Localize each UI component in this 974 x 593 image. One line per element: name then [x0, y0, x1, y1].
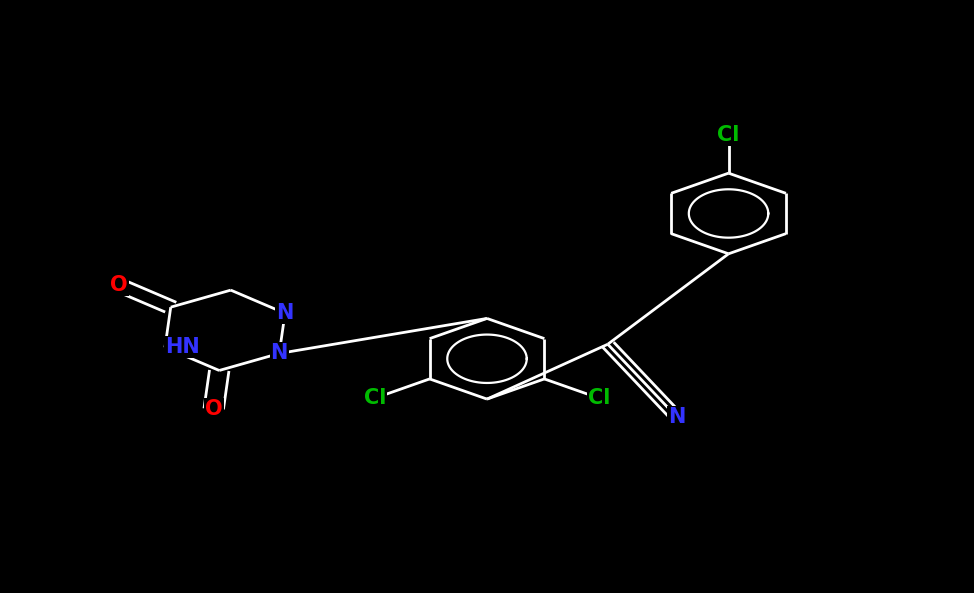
Text: Cl: Cl [588, 388, 611, 408]
Text: O: O [110, 275, 128, 295]
Text: N: N [277, 303, 294, 323]
Text: O: O [205, 399, 222, 419]
Text: N: N [668, 407, 686, 428]
Text: N: N [271, 343, 288, 364]
Text: HN: HN [165, 337, 200, 358]
Text: Cl: Cl [363, 388, 386, 408]
Text: Cl: Cl [718, 125, 739, 145]
